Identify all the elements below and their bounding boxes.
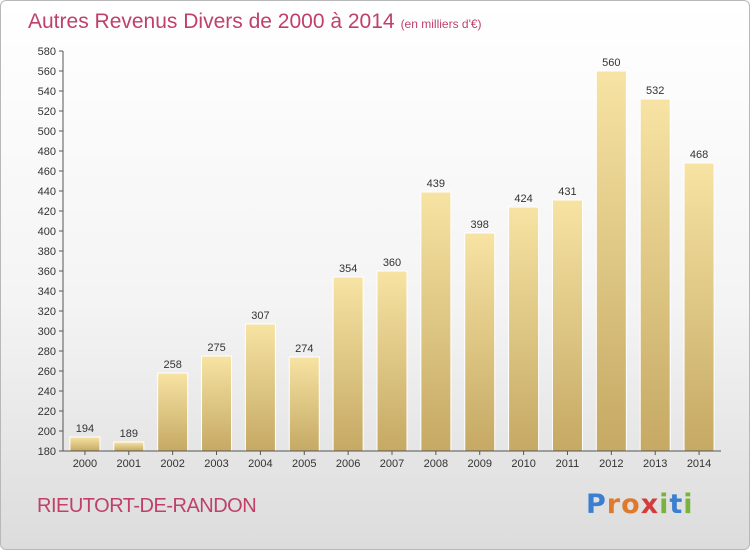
proxiti-logo: Proxiti — [586, 489, 694, 520]
y-tick-label: 540 — [38, 86, 56, 98]
y-tick-label: 560 — [38, 66, 56, 78]
data-label-2006: 354 — [339, 263, 357, 275]
y-tick-label: 520 — [38, 106, 56, 118]
y-tick-label: 500 — [38, 126, 56, 138]
bar-2002 — [157, 372, 189, 452]
logo-letter: x — [640, 489, 660, 520]
y-tick-label: 420 — [38, 206, 56, 218]
logo-letter: t — [669, 489, 684, 520]
bar-2011 — [551, 199, 583, 452]
y-tick-label: 360 — [38, 266, 56, 278]
bar-2005 — [288, 356, 320, 452]
y-tick-label: 240 — [38, 386, 56, 398]
y-tick-label: 300 — [38, 326, 56, 338]
bar-2010 — [508, 206, 540, 452]
y-tick-label: 460 — [38, 166, 56, 178]
x-tick-label-2001: 2001 — [117, 458, 141, 470]
y-tick-label: 320 — [38, 306, 56, 318]
chart-subtitle: (en milliers d'€) — [400, 17, 482, 31]
x-tick-label-2002: 2002 — [160, 458, 184, 470]
x-tick-label-2000: 2000 — [73, 458, 97, 470]
y-tick-label: 260 — [38, 366, 56, 378]
x-tick-label-2006: 2006 — [336, 458, 360, 470]
data-label-2012: 560 — [602, 57, 620, 69]
bar-2009 — [464, 232, 496, 452]
bar-2007 — [376, 270, 408, 452]
logo-letter: o — [621, 489, 641, 520]
data-label-2013: 532 — [646, 85, 664, 97]
y-tick-label: 580 — [38, 46, 56, 58]
y-tick-label: 400 — [38, 226, 56, 238]
x-tick-label-2004: 2004 — [248, 458, 272, 470]
y-tick-label: 380 — [38, 246, 56, 258]
data-label-2000: 194 — [76, 423, 94, 435]
logo-letter: r — [606, 489, 622, 520]
data-label-2007: 360 — [383, 257, 401, 269]
y-tick-label: 180 — [38, 446, 56, 458]
logo-letter: i — [659, 489, 670, 520]
x-tick-label-2009: 2009 — [467, 458, 491, 470]
data-label-2001: 189 — [120, 428, 138, 440]
data-label-2004: 307 — [251, 310, 269, 322]
data-label-2008: 439 — [427, 178, 445, 190]
x-tick-label-2005: 2005 — [292, 458, 316, 470]
y-tick-label: 480 — [38, 146, 56, 158]
bar-2013 — [639, 98, 671, 452]
data-label-2011: 431 — [558, 186, 576, 198]
data-label-2014: 468 — [690, 149, 708, 161]
data-label-2009: 398 — [471, 219, 489, 231]
bar-2014 — [683, 162, 715, 452]
x-tick-label-2013: 2013 — [643, 458, 667, 470]
bar-2000 — [69, 436, 101, 452]
data-label-2002: 258 — [163, 359, 181, 371]
bar-2012 — [595, 70, 627, 452]
y-tick-label: 220 — [38, 406, 56, 418]
y-tick-label: 280 — [38, 346, 56, 358]
commune-name: RIEUTORT-DE-RANDON — [37, 495, 257, 517]
chart-title: Autres Revenus Divers de 2000 à 2014 (en … — [28, 10, 482, 34]
y-tick-label: 200 — [38, 426, 56, 438]
bar-2001 — [113, 441, 145, 452]
y-tick-label: 440 — [38, 186, 56, 198]
bar-2003 — [201, 355, 233, 452]
x-tick-label-2010: 2010 — [511, 458, 535, 470]
logo-letter: i — [683, 489, 694, 520]
x-tick-label-2007: 2007 — [380, 458, 404, 470]
x-tick-label-2008: 2008 — [424, 458, 448, 470]
logo-letter: P — [586, 489, 607, 520]
bar-2004 — [244, 323, 276, 452]
data-label-2005: 274 — [295, 343, 313, 355]
chart-title-main: Autres Revenus Divers de 2000 à 2014 — [28, 10, 395, 33]
y-tick-label: 340 — [38, 286, 56, 298]
x-tick-label-2003: 2003 — [204, 458, 228, 470]
bar-2006 — [332, 276, 364, 452]
x-tick-label-2014: 2014 — [687, 458, 711, 470]
bar-2008 — [420, 191, 452, 452]
x-tick-label-2012: 2012 — [599, 458, 623, 470]
data-label-2010: 424 — [514, 193, 532, 205]
x-tick-label-2011: 2011 — [556, 458, 580, 470]
data-label-2003: 275 — [207, 342, 225, 354]
